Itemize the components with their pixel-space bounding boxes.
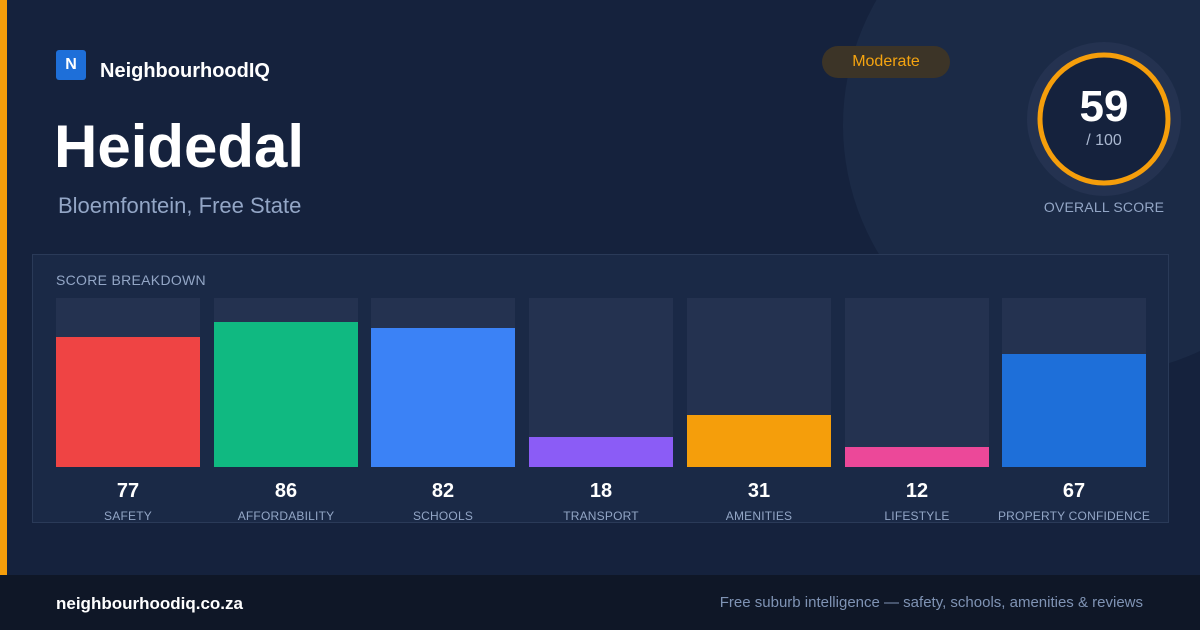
score-ring-arc	[1037, 52, 1171, 186]
bar-track	[214, 298, 358, 467]
bar-value: 67	[1062, 480, 1086, 502]
footer-domain: neighbourhoodiq.co.za	[56, 594, 243, 613]
bar-track	[371, 298, 515, 467]
bar-value: 86	[274, 480, 298, 502]
overall-score-label: OVERALL SCORE	[1043, 199, 1165, 215]
bar-label: TRANSPORT	[563, 509, 639, 523]
bar-label: AFFORDABILITY	[237, 509, 335, 523]
bar-value: 18	[589, 480, 613, 502]
bar-track	[1002, 298, 1146, 467]
bar-fill	[56, 337, 200, 467]
score-bar-property-confidence: 67 PROPERTY CONFIDENCE	[998, 298, 1150, 523]
rating-badge: Moderate	[822, 46, 950, 78]
bar-fill	[1002, 354, 1146, 467]
score-breakdown-title: SCORE BREAKDOWN	[56, 272, 206, 288]
bar-value: 31	[747, 480, 771, 502]
score-bar-transport: 18 TRANSPORT	[529, 298, 673, 523]
bar-track	[845, 298, 989, 467]
bar-fill	[845, 447, 989, 467]
overall-score-max: / 100	[1086, 132, 1122, 149]
bar-value: 12	[905, 480, 929, 502]
bar-fill	[214, 322, 358, 467]
score-bar-lifestyle: 12 LIFESTYLE	[845, 298, 989, 523]
footer-tagline: Free suburb intelligence — safety, schoo…	[719, 594, 1143, 611]
score-bar-affordability: 86 AFFORDABILITY	[214, 298, 358, 523]
bar-fill	[371, 328, 515, 467]
score-bar-amenities: 31 AMENITIES	[687, 298, 831, 523]
score-breakdown-bars: 77 SAFETY 86 AFFORDABILITY 82 SCHOOLS 18 TRANSP…	[56, 298, 1150, 523]
bar-fill	[687, 415, 831, 467]
overall-score-ring: 59 / 100	[1027, 42, 1181, 196]
score-breakdown-panel: SCORE BREAKDOWN 77 SAFETY 86 AFFORDABILITY 8…	[32, 254, 1169, 523]
bar-track	[529, 298, 673, 467]
bar-value: 77	[116, 480, 140, 502]
overall-score-value: 59	[1079, 82, 1129, 131]
brand-logo-icon: N	[56, 49, 86, 80]
bar-label: SAFETY	[104, 509, 152, 523]
brand: N NeighbourhoodIQ	[56, 46, 270, 83]
bar-label: AMENITIES	[725, 509, 793, 523]
suburb-name: Heidedal	[54, 113, 305, 180]
score-bar-safety: 77 SAFETY	[56, 298, 200, 523]
bar-track	[687, 298, 831, 467]
accent-stripe	[0, 0, 7, 575]
brand-name: NeighbourhoodIQ	[100, 60, 270, 82]
suburb-location: Bloemfontein, Free State	[58, 193, 302, 218]
bar-label: LIFESTYLE	[884, 509, 950, 523]
bar-label: PROPERTY CONFIDENCE	[997, 509, 1151, 523]
footer: neighbourhoodiq.co.za Free suburb intell…	[0, 575, 1200, 630]
bar-fill	[529, 437, 673, 467]
bar-value: 82	[431, 480, 455, 502]
score-bar-schools: 82 SCHOOLS	[371, 298, 515, 523]
bar-track	[56, 298, 200, 467]
bar-label: SCHOOLS	[412, 509, 474, 523]
